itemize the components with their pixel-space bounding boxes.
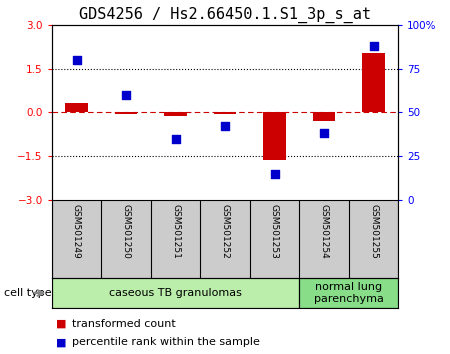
Text: GSM501251: GSM501251 [171,204,180,259]
Bar [52,278,299,308]
Bar [299,278,398,308]
Point [370,43,377,48]
Text: GSM501254: GSM501254 [320,204,328,259]
Text: transformed count: transformed count [72,319,176,329]
Bar [200,200,250,278]
Text: GSM501253: GSM501253 [270,204,279,259]
Bar [52,278,299,308]
Text: GSM501255: GSM501255 [369,204,378,259]
Bar [299,200,349,278]
Text: ■: ■ [56,337,67,348]
Text: percentile rank within the sample: percentile rank within the sample [72,337,260,348]
Text: GSM501250: GSM501250 [122,204,130,259]
Bar [349,200,398,278]
Point [73,57,80,63]
Text: normal lung
parenchyma: normal lung parenchyma [314,282,384,304]
Bar [65,103,88,113]
Point [221,124,229,129]
Bar [164,113,187,116]
Bar [362,53,385,113]
Bar [52,200,101,278]
Bar [214,113,236,114]
Point [122,92,130,98]
Bar [151,200,200,278]
Point [271,171,278,177]
Text: cell type: cell type [4,288,52,298]
Bar [263,113,286,160]
Point [320,131,328,136]
Bar [250,200,299,278]
Text: GSM501252: GSM501252 [220,204,230,259]
Text: GSM501249: GSM501249 [72,204,81,259]
Point [172,136,179,142]
Bar [115,113,137,114]
Text: caseous TB granulomas: caseous TB granulomas [109,288,242,298]
Bar [313,113,335,121]
Bar [299,278,398,308]
Title: GDS4256 / Hs2.66450.1.S1_3p_s_at: GDS4256 / Hs2.66450.1.S1_3p_s_at [79,7,371,23]
Text: ■: ■ [56,319,67,329]
Bar [101,200,151,278]
